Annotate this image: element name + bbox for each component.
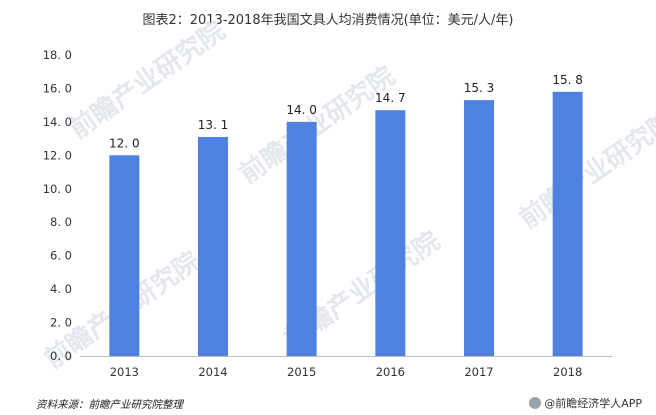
x-tick-label: 2016 [376,365,405,379]
y-tick-label: 2. 0 [50,316,72,330]
y-tick-label: 10. 0 [43,182,72,196]
bar [464,100,494,357]
bar [375,110,406,356]
chart-title: 图表2：2013-2018年我国文具人均消费情况(单位：美元/人/年) [142,13,514,28]
brand-credit: @前瞻经济学人APP [529,395,642,411]
bar-value-label: 14. 0 [286,103,317,117]
x-tick-label: 2014 [198,365,227,379]
brand-label: @前瞻经济学人APP [544,397,642,410]
y-tick-label: 18. 0 [43,48,72,62]
bar-value-label: 15. 3 [464,81,495,95]
x-tick-label: 2013 [110,365,139,379]
bar-value-label: 12. 0 [109,136,140,150]
y-tick-label: 4. 0 [50,282,72,296]
bar [109,155,140,356]
y-tick-label: 12. 0 [43,148,72,162]
y-tick-label: 6. 0 [50,249,72,263]
x-tick-label: 2017 [464,365,493,379]
bar [286,121,317,356]
y-tick-label: 0. 0 [50,349,72,363]
y-tick-label: 16. 0 [43,81,72,95]
x-tick-label: 2018 [553,365,582,379]
bar-value-label: 13. 1 [198,118,229,132]
bar-value-label: 14. 7 [375,91,406,105]
y-tick-label: 14. 0 [43,115,72,129]
source-note: 资料来源：前瞻产业研究院整理 [36,399,183,411]
x-tick-label: 2015 [287,365,316,379]
bar [552,91,583,357]
bar-chart: 0. 0 2. 0 4. 0 6. 0 8. 0 10. 0 12. 0 14. 0 16. 0… [43,48,612,379]
y-tick-label: 8. 0 [50,215,72,229]
bar [198,136,228,356]
bar-value-label: 15. 8 [552,73,583,87]
brand-logo-icon [529,397,542,409]
